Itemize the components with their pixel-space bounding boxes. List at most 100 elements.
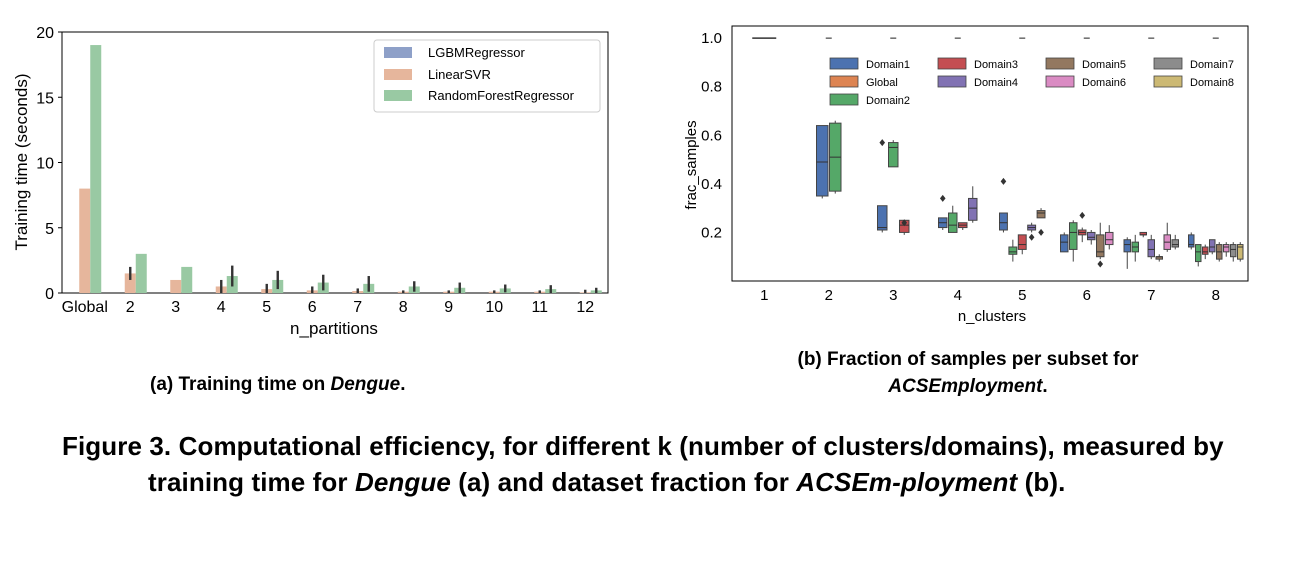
bar-randomforestregressor-2 xyxy=(135,253,147,293)
x-tick-label-2: 2 xyxy=(825,287,833,304)
box-domain2-k4 xyxy=(948,212,958,233)
box-domain7-k7 xyxy=(1171,239,1179,248)
legend-label-domain1: Domain1 xyxy=(866,59,910,71)
bar-linearsvr-3 xyxy=(170,279,182,293)
legend-swatch-domain6 xyxy=(1045,75,1075,88)
x-tick-label-7: 7 xyxy=(353,299,362,316)
legend-label-domain7: Domain7 xyxy=(1190,59,1234,71)
y-tick-label-10: 10 xyxy=(36,156,54,173)
figure-caption: Figure 3. Computational efficiency, for … xyxy=(62,431,1224,497)
x-tick-label-4: 4 xyxy=(954,287,962,304)
x-tick-label-6: 6 xyxy=(1083,287,1091,304)
outlier-domain1-k3 xyxy=(879,139,886,147)
x-axis-label: n_clusters xyxy=(958,308,1026,325)
box-domain2-k8 xyxy=(1195,244,1202,263)
legend-label-domain6: Domain6 xyxy=(1082,77,1126,89)
y-tick-label-0.8: 0.8 xyxy=(701,79,722,96)
box-domain5-k6 xyxy=(1096,234,1105,258)
outlier-domain3-k6 xyxy=(1079,211,1086,219)
x-tick-label-12: 12 xyxy=(576,299,594,316)
y-tick-label-0: 0 xyxy=(45,286,54,303)
y-tick-label-0.2: 0.2 xyxy=(701,224,722,241)
box-domain1-k8 xyxy=(1188,234,1195,248)
x-tick-label-1: 1 xyxy=(760,287,768,304)
box-domain3-k8 xyxy=(1202,246,1209,255)
box-domain2-k6 xyxy=(1069,222,1078,250)
x-tick-label-8: 8 xyxy=(399,299,408,316)
plot-frame xyxy=(731,25,1249,282)
x-tick-label-2: 2 xyxy=(126,299,135,316)
box-domain4-k8 xyxy=(1209,239,1216,253)
legend-label-domain2: Domain2 xyxy=(866,95,910,107)
legend-label-domain5: Domain5 xyxy=(1082,59,1126,71)
box-domain7-k8 xyxy=(1230,244,1237,258)
x-tick-label-global: Global xyxy=(62,299,108,316)
x-tick-label-9: 9 xyxy=(444,299,453,316)
legend-swatch-lgbmregressor xyxy=(384,47,412,58)
x-tick-label-3: 3 xyxy=(171,299,180,316)
legend-label-randomforestregressor: RandomForestRegressor xyxy=(428,88,575,103)
box-domain2-k5 xyxy=(1008,246,1018,255)
x-tick-label-3: 3 xyxy=(889,287,897,304)
legend-label-linearsvr: LinearSVR xyxy=(428,67,491,82)
box-domain2-k3 xyxy=(888,142,899,168)
y-tick-label-0.6: 0.6 xyxy=(701,127,722,144)
y-tick-label-5: 5 xyxy=(45,221,54,238)
y-tick-label-0.4: 0.4 xyxy=(701,176,722,193)
y-axis-label: Training time (seconds) xyxy=(12,74,31,251)
legend-label-domain4: Domain4 xyxy=(974,77,1018,89)
bar-linearsvr-2 xyxy=(124,273,136,293)
legend-label-lgbmregressor: LGBMRegressor xyxy=(428,45,525,60)
legend-swatch-domain7 xyxy=(1153,57,1183,70)
legend: LGBMRegressor LinearSVR RandomForestRegr… xyxy=(373,39,601,113)
bar-randomforestregressor-3 xyxy=(181,266,193,293)
legend-swatch-randomforestregressor xyxy=(384,90,412,101)
legend-label-global: Global xyxy=(866,77,898,89)
x-tick-label-5: 5 xyxy=(262,299,271,316)
box-domain1-k6 xyxy=(1060,234,1069,253)
legend-swatch-domain4 xyxy=(937,75,967,88)
y-tick-label-1.0: 1.0 xyxy=(701,30,722,47)
legend-swatch-linearsvr xyxy=(384,69,412,80)
bar-randomforestregressor-global xyxy=(90,45,102,293)
y-tick-label-15: 15 xyxy=(36,90,54,107)
caption-b: (b) Fraction of samples per subset for AC… xyxy=(797,349,1139,397)
legend-swatch-domain1 xyxy=(829,57,859,70)
box-domain6-k8 xyxy=(1223,244,1230,253)
box-domain5-k5 xyxy=(1036,210,1046,219)
x-tick-label-4: 4 xyxy=(217,299,226,316)
training-time-bar-chart: Training time (seconds) n_partitions 0 5 1… xyxy=(12,25,609,338)
caption-a: (a) Training time on Dengue. xyxy=(150,374,406,395)
outlier-domain4-k5 xyxy=(1028,233,1035,241)
box-domain4-k6 xyxy=(1087,231,1096,241)
box-domain4-k7 xyxy=(1147,239,1155,258)
box-domain1-k2 xyxy=(816,125,829,197)
x-tick-label-5: 5 xyxy=(1018,287,1026,304)
legend-swatch-domain2 xyxy=(829,93,859,106)
box-domain1-k5 xyxy=(999,212,1008,231)
x-tick-label-11: 11 xyxy=(531,299,548,316)
legend-swatch-domain3 xyxy=(937,57,967,70)
legend-swatch-domain8 xyxy=(1153,75,1183,88)
x-axis-label: n_partitions xyxy=(290,319,378,338)
outlier-domain5-k6 xyxy=(1097,260,1104,268)
x-tick-label-10: 10 xyxy=(485,299,503,316)
box-domain4-k4 xyxy=(968,197,978,221)
box-domain8-k8 xyxy=(1237,244,1244,260)
x-tick-label-6: 6 xyxy=(308,299,317,316)
legend-swatch-global xyxy=(829,75,859,88)
legend-label-domain3: Domain3 xyxy=(974,59,1018,71)
x-tick-label-7: 7 xyxy=(1147,287,1155,304)
box-domain3-k5 xyxy=(1017,234,1027,250)
outlier-domain1-k4 xyxy=(939,194,946,202)
legend: Domain1 Domain3 Domain5 Domain7 Global Domain… xyxy=(820,51,1240,111)
bar-linearsvr-global xyxy=(79,188,91,293)
y-axis-label: frac_samples xyxy=(683,120,700,209)
x-tick-label-8: 8 xyxy=(1212,287,1220,304)
y-tick-label-20: 20 xyxy=(36,25,54,42)
outlier-domain1-k5 xyxy=(1000,177,1007,185)
legend-label-domain8: Domain8 xyxy=(1190,77,1234,89)
frac-samples-box-plot: frac_samples n_clusters 0.2 0.4 0.6 0.8 1.0 1… xyxy=(683,25,1249,325)
legend-swatch-domain5 xyxy=(1045,57,1075,70)
box-domain1-k3 xyxy=(877,205,888,231)
